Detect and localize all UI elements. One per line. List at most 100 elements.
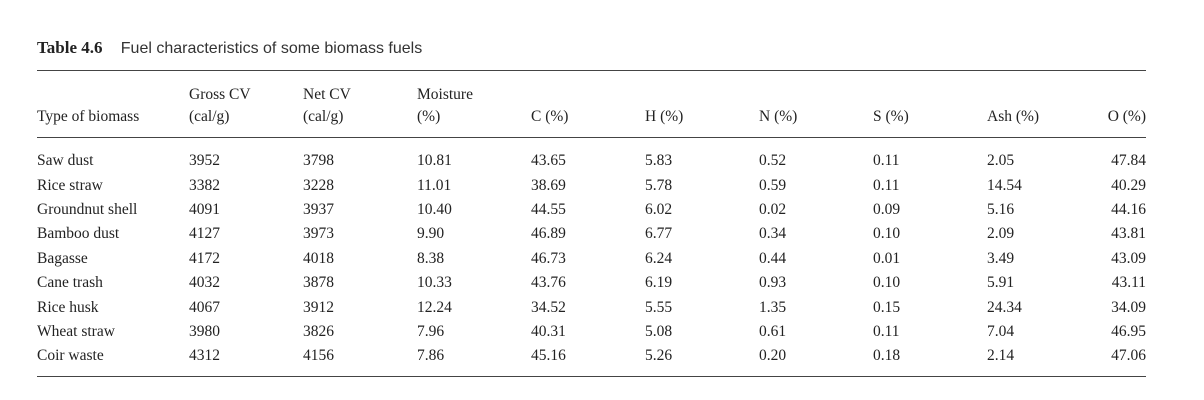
table-cell: 10.81 (417, 152, 452, 170)
table-cell: 44.55 (531, 200, 566, 218)
table-cell: Coir waste (37, 347, 104, 365)
table-cell: 3798 (303, 152, 334, 170)
table-cell: 46.73 (531, 249, 566, 267)
table-cell: 5.08 (645, 322, 673, 340)
table-cell: 34.09 (1111, 298, 1146, 316)
table-cell: 8.38 (417, 249, 445, 267)
table-cell: 47.06 (1111, 347, 1146, 365)
table-cell: 5.78 (645, 176, 673, 194)
table-cell: 4032 (189, 274, 220, 292)
table-cell: 2.09 (987, 225, 1015, 243)
table-cell: 4091 (189, 200, 220, 218)
table-cell: 9.90 (417, 225, 445, 243)
table-cell: 3228 (303, 176, 334, 194)
table-cell: 6.24 (645, 249, 673, 267)
table-cell: 44.16 (1111, 200, 1146, 218)
table-cell: 0.15 (873, 298, 901, 316)
table-cell: 3826 (303, 322, 334, 340)
table-cell: 12.24 (417, 298, 452, 316)
table-cell: 0.09 (873, 200, 901, 218)
table-cell: 43.09 (1111, 249, 1146, 267)
table-cell: 11.01 (417, 176, 452, 194)
table-cell: 43.76 (531, 274, 566, 292)
bottom-rule (37, 376, 1146, 377)
table-cell: Wheat straw (37, 322, 115, 340)
table-cell: 4172 (189, 249, 220, 267)
column-header: Gross CV (cal/g) (189, 86, 251, 125)
biomass-fuel-table: Type of biomass Gross CV (cal/g) Net CV (c… (37, 80, 1146, 369)
table-cell: 0.59 (759, 176, 787, 194)
table-cell: 0.02 (759, 200, 787, 218)
table-cell: 3973 (303, 225, 334, 243)
table-cell: 46.95 (1111, 322, 1146, 340)
table-cell: 0.20 (759, 347, 787, 365)
table-caption: Table 4.6 Fuel characteristics of some b… (37, 38, 422, 58)
table-cell: 0.52 (759, 152, 787, 170)
table-cell: 5.26 (645, 347, 673, 365)
table-cell: Bamboo dust (37, 225, 120, 243)
table-cell: 38.69 (531, 176, 566, 194)
table-cell: 3382 (189, 176, 220, 194)
table-cell: 4018 (303, 249, 334, 267)
table-cell: 46.89 (531, 225, 566, 243)
table-cell: 47.84 (1111, 152, 1146, 170)
table-cell: 4156 (303, 347, 334, 365)
column-header: Net CV (cal/g) (303, 86, 351, 125)
table-cell: 4127 (189, 225, 220, 243)
table-body: Saw dust 3952 3798 10.81 43.65 5.83 0.52… (37, 137, 1146, 369)
table-cell: 24.34 (987, 298, 1022, 316)
table-cell: 6.77 (645, 225, 673, 243)
top-rule (37, 70, 1146, 71)
table-cell: 45.16 (531, 347, 566, 365)
table-cell: Groundnut shell (37, 200, 138, 218)
table-cell: 1.35 (759, 298, 787, 316)
table-row: Coir waste 4312 4156 7.86 45.16 5.26 0.2… (37, 344, 1146, 368)
table-row: Saw dust 3952 3798 10.81 43.65 5.83 0.52… (37, 137, 1146, 173)
table-cell: 14.54 (987, 176, 1022, 194)
table-cell: 2.05 (987, 152, 1015, 170)
table-cell: 5.91 (987, 274, 1015, 292)
table-cell: 0.61 (759, 322, 787, 340)
table-cell: 43.65 (531, 152, 566, 170)
table-cell: 0.10 (873, 225, 901, 243)
table-cell: Rice straw (37, 176, 103, 194)
table-cell: 3980 (189, 322, 220, 340)
table-cell: 0.44 (759, 249, 787, 267)
table-row: Rice husk 4067 3912 12.24 34.52 5.55 1.3… (37, 295, 1146, 319)
table-cell: 3.49 (987, 249, 1015, 267)
table-cell: 0.11 (873, 152, 900, 170)
table-cell: 0.93 (759, 274, 787, 292)
table-row: Cane trash 4032 3878 10.33 43.76 6.19 0.… (37, 271, 1146, 295)
table-title: Fuel characteristics of some biomass fue… (120, 40, 423, 57)
table-cell: 6.19 (645, 274, 673, 292)
table-cell: 34.52 (531, 298, 566, 316)
column-header: Ash (%) (987, 108, 1040, 125)
header-row: Type of biomass Gross CV (cal/g) Net CV (c… (37, 80, 1146, 137)
column-header: S (%) (873, 108, 909, 125)
table-cell: 5.16 (987, 200, 1015, 218)
table-row: Rice straw 3382 3228 11.01 38.69 5.78 0.… (37, 173, 1146, 197)
table-cell: 4312 (189, 347, 220, 365)
table-number: Table 4.6 (37, 38, 103, 57)
table-cell: Saw dust (37, 152, 94, 170)
table-cell: 4067 (189, 298, 220, 316)
column-header: H (%) (645, 108, 684, 125)
table-cell: 3937 (303, 200, 334, 218)
table-cell: Bagasse (37, 249, 88, 267)
table-cell: 0.10 (873, 274, 901, 292)
column-header: C (%) (531, 108, 569, 125)
table-cell: 2.14 (987, 347, 1015, 365)
column-header: O (%) (1107, 108, 1146, 125)
table-cell: 10.33 (417, 274, 452, 292)
table-cell: 7.86 (417, 347, 445, 365)
table-cell: 5.83 (645, 152, 673, 170)
table-row: Bamboo dust 4127 3973 9.90 46.89 6.77 0.… (37, 222, 1146, 246)
table-cell: 5.55 (645, 298, 673, 316)
table-cell: 43.11 (1111, 274, 1146, 292)
table-cell: 7.96 (417, 322, 445, 340)
table-cell: 40.29 (1111, 176, 1146, 194)
table-row: Groundnut shell 4091 3937 10.40 44.55 6.… (37, 198, 1146, 222)
table-cell: 0.11 (873, 322, 900, 340)
column-header: Type of biomass (37, 108, 140, 125)
table-cell: 3912 (303, 298, 334, 316)
